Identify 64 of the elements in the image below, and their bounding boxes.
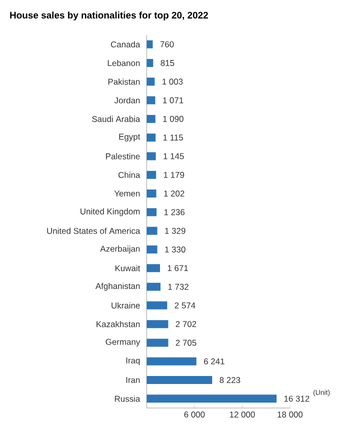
bar (146, 226, 158, 235)
data-label: 2 705 (176, 340, 196, 346)
bar (146, 208, 157, 216)
bar (146, 282, 160, 291)
data-label: 1 236 (164, 209, 185, 216)
bar (146, 152, 156, 160)
bar (146, 78, 155, 86)
data-label: 1 179 (164, 172, 184, 178)
bar (146, 338, 168, 347)
data-label: 1 003 (162, 78, 183, 85)
y-tick-label: Jordan (114, 97, 140, 104)
y-tick-label: Yemen (114, 190, 140, 196)
y-tick-label: Canada (110, 41, 140, 48)
y-tick-label: Iran (126, 377, 140, 383)
y-tick-label: United States of America (47, 228, 140, 234)
y-tick-label: Kazakhstan (96, 320, 140, 328)
bar (146, 320, 168, 328)
y-tick-label: Russia (114, 396, 140, 402)
data-label: 760 (160, 41, 174, 48)
data-label: 1 202 (164, 190, 184, 197)
bar (146, 357, 196, 366)
data-label: 1 090 (163, 116, 184, 122)
x-tick-label: 12 000 (230, 412, 255, 418)
y-tick-label: Egypt (119, 134, 140, 142)
data-label: 1 071 (163, 97, 184, 104)
data-label: 6 241 (204, 358, 224, 364)
y-tick-label: Germany (106, 338, 140, 347)
bar (146, 190, 156, 198)
bar (146, 40, 153, 48)
y-tick-label: Kuwait (115, 265, 140, 272)
y-tick-label: Pakistan (108, 78, 140, 85)
bar (146, 301, 168, 310)
bar (146, 58, 154, 67)
bar (146, 245, 158, 254)
y-tick-label: Azerbaijan (100, 246, 140, 254)
data-label: 1 330 (165, 246, 186, 252)
data-label: 2 574 (174, 302, 196, 308)
chart-title: House sales by nationalities for top 20, 2022 (10, 12, 208, 20)
x-tick-label: 18 000 (278, 412, 303, 418)
data-label: 2 702 (176, 321, 196, 328)
bar (146, 96, 156, 104)
y-tick-label: Saudi Arabia (92, 116, 140, 122)
data-label: 1 115 (163, 134, 183, 141)
bar (146, 394, 277, 403)
data-label: 1 671 (168, 265, 188, 272)
data-label: 815 (160, 60, 174, 66)
y-tick-label: Lebanon (108, 60, 140, 66)
y-tick-label: United Kingdom (80, 208, 140, 216)
y-tick-label: Ukraine (112, 302, 140, 309)
y-tick-label: Iraq (126, 358, 140, 366)
x-tick-label: 6 000 (184, 412, 205, 418)
data-label: 1 329 (165, 228, 186, 234)
bar (146, 114, 156, 123)
data-label: 8 223 (220, 377, 240, 384)
bar (146, 134, 156, 142)
bar (146, 264, 160, 272)
y-tick-label: China (118, 172, 140, 178)
bar (146, 376, 212, 384)
y-tick-label: Afghanistan (95, 282, 140, 291)
data-label: 1 145 (164, 153, 184, 160)
data-label: 16 312 (284, 396, 310, 402)
data-label: 1 732 (168, 284, 188, 290)
y-tick-label: Palestine (106, 153, 140, 160)
bar (146, 170, 156, 179)
